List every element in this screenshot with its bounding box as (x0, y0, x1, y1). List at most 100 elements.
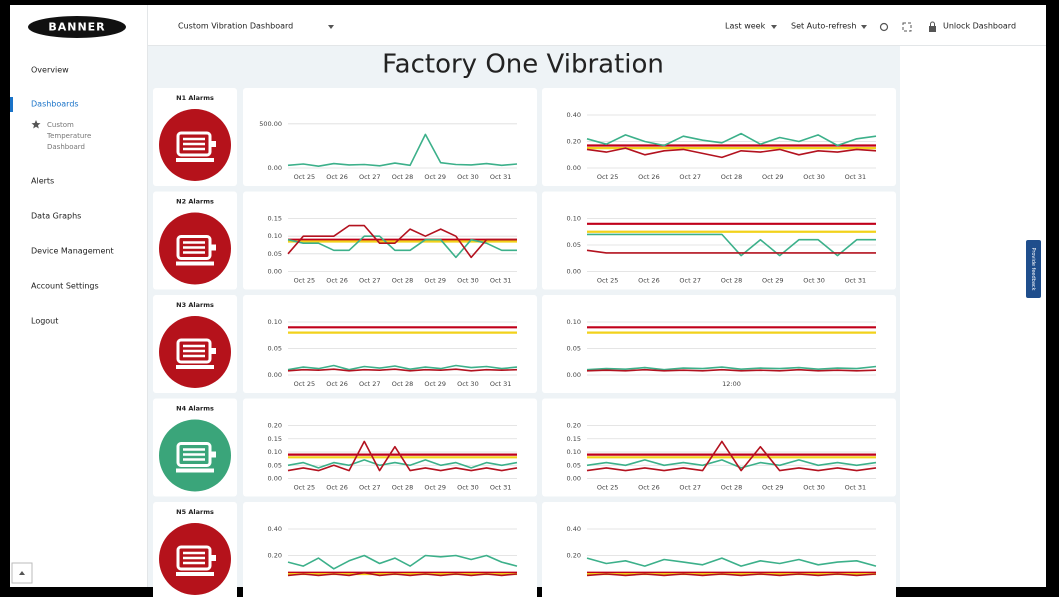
y-tick-label: 0.10 (268, 232, 282, 240)
y-tick-label: 0.05 (268, 250, 282, 258)
x-tick-label: Oct 27 (679, 277, 701, 285)
active-indicator (10, 97, 13, 112)
y-tick-label: 0.40 (567, 111, 581, 119)
chart-card (243, 295, 537, 393)
x-tick-label: Oct 28 (392, 173, 414, 181)
y-tick-label: 0.15 (567, 435, 581, 443)
series-line (586, 132, 877, 147)
refresh-icon[interactable] (879, 22, 889, 32)
y-tick-label: 0.15 (268, 435, 282, 443)
y-tick-label: 0.20 (268, 552, 282, 560)
x-tick-label: Oct 26 (638, 173, 660, 181)
nav-item[interactable]: Logout (31, 317, 58, 326)
nav-subitem[interactable]: Dashboard (47, 143, 85, 151)
y-tick-label: 0.10 (567, 448, 581, 456)
y-tick-label: 0.00 (268, 164, 282, 172)
chart-card (243, 502, 537, 597)
alarm-label: N4 Alarms (176, 405, 214, 413)
auto-refresh[interactable]: Set Auto-refresh (791, 22, 856, 31)
nav-subitem[interactable]: Temperature (46, 132, 91, 140)
y-tick-label: 0.00 (268, 475, 282, 483)
x-tick-label: Oct 27 (359, 484, 381, 492)
y-tick-label: 0.05 (567, 241, 581, 249)
x-tick-label: Oct 30 (803, 277, 825, 285)
nav-item[interactable]: Account Settings (31, 282, 99, 291)
x-tick-label: Oct 28 (392, 380, 414, 388)
x-tick-label: Oct 26 (326, 380, 348, 388)
motor-shaft (210, 451, 216, 458)
chart-card (542, 398, 896, 497)
series-line (587, 233, 876, 257)
nav-item[interactable]: Dashboards (31, 100, 79, 109)
y-tick-label: 0.00 (567, 475, 581, 483)
x-tick-label: Oct 30 (457, 380, 479, 388)
x-tick-label: Oct 31 (490, 484, 512, 492)
motor-base (176, 572, 214, 576)
nav-item[interactable]: Device Management (31, 247, 114, 256)
x-tick-label: Oct 28 (721, 277, 743, 285)
x-tick-label: Oct 30 (803, 173, 825, 181)
nav-subitem[interactable]: Custom (47, 121, 74, 129)
caret (861, 25, 867, 29)
series-line (287, 554, 518, 570)
chart-card (542, 295, 896, 393)
y-tick-label: 0.10 (567, 318, 581, 326)
y-tick-label: 0.00 (268, 371, 282, 379)
x-tick-label: Oct 25 (597, 484, 619, 492)
x-tick-label: Oct 27 (679, 484, 701, 492)
nav-item[interactable]: Alerts (31, 177, 54, 186)
x-tick-label: Oct 31 (845, 484, 867, 492)
x-tick-label: Oct 30 (457, 173, 479, 181)
series-line (287, 364, 518, 371)
y-tick-label: 0.20 (567, 552, 581, 560)
x-tick-label: Oct 31 (490, 277, 512, 285)
x-tick-label: Oct 30 (457, 484, 479, 492)
x-tick-label: 12:00 (722, 380, 741, 388)
motor-shaft (210, 348, 216, 354)
series-line (586, 249, 876, 254)
x-tick-label: Oct 25 (597, 277, 619, 285)
y-tick-label: 0.10 (268, 318, 282, 326)
logo: BANNER (48, 21, 105, 34)
dashboard-select[interactable]: Custom Vibration Dashboard (178, 22, 293, 31)
motor-base (176, 468, 214, 473)
series-line (287, 459, 518, 469)
lock-shackle (930, 21, 935, 26)
x-tick-label: Oct 25 (294, 277, 316, 285)
chart-card (243, 398, 537, 497)
nav-item[interactable]: Data Graphs (31, 212, 81, 221)
star-icon (31, 120, 41, 129)
unlock-dashboard[interactable]: Unlock Dashboard (943, 22, 1016, 31)
motor-shaft (210, 244, 216, 251)
x-tick-label: Oct 29 (762, 484, 784, 492)
y-tick-label: 0.00 (268, 268, 282, 276)
series-line (586, 440, 877, 472)
motor-base (176, 261, 214, 266)
series-line (586, 573, 877, 577)
feedback-tab[interactable] (1026, 240, 1041, 298)
time-range[interactable]: Last week (725, 22, 766, 31)
x-tick-label: Oct 27 (679, 173, 701, 181)
x-tick-label: Oct 26 (638, 484, 660, 492)
y-tick-label: 0.00 (567, 268, 581, 276)
x-tick-label: Oct 29 (424, 380, 446, 388)
motor-base (176, 365, 214, 369)
y-tick-label: 0.00 (567, 164, 581, 172)
motor-base (176, 158, 214, 162)
caret (771, 25, 777, 29)
lock-icon[interactable] (929, 26, 936, 32)
y-tick-label: 0.10 (567, 215, 581, 223)
nav-item[interactable]: Overview (31, 66, 69, 75)
x-tick-label: Oct 26 (326, 277, 348, 285)
x-tick-label: Oct 26 (326, 484, 348, 492)
x-tick-label: Oct 29 (762, 173, 784, 181)
fullscreen-icon[interactable] (902, 22, 912, 32)
y-tick-label: 0.20 (567, 138, 581, 146)
x-tick-label: Oct 26 (326, 173, 348, 181)
y-tick-label: 0.15 (268, 215, 282, 223)
logo-badge (28, 16, 126, 38)
x-tick-label: Oct 31 (490, 380, 512, 388)
feedback-label[interactable]: Provide feedback (1030, 247, 1036, 290)
